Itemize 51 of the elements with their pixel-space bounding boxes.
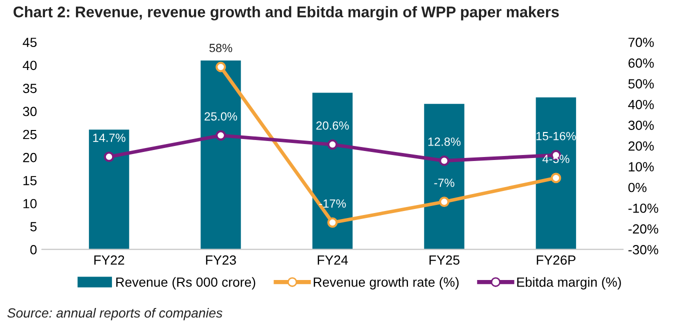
x-tick-label: FY26P <box>536 255 576 265</box>
bar <box>312 92 353 250</box>
data-label: 25.0% <box>204 112 238 121</box>
data-label: 12.8% <box>428 138 461 146</box>
y-tick-label: 0 <box>30 245 37 254</box>
bar <box>424 104 464 250</box>
y-tick-label: 35 <box>22 84 37 94</box>
data-label: 15-16% <box>536 132 576 140</box>
source-note: Source: annual reports of companies <box>7 308 222 320</box>
bar <box>200 60 241 250</box>
y2-tick-label: 40% <box>628 100 654 110</box>
bar <box>88 130 130 250</box>
point <box>439 156 450 166</box>
y2-tick-label: 0% <box>628 182 646 192</box>
x-tick-label: FY24 <box>318 255 348 265</box>
y2-tick-label: -20% <box>628 224 658 234</box>
legend-label: Ebitda margin (%) <box>517 277 621 290</box>
y-tick-label: 10 <box>23 198 37 208</box>
x-tick-label: FY23 <box>206 255 236 265</box>
chart-title: Chart 2: Revenue, revenue growth and Ebitda margin of WPP paper makers <box>14 6 559 20</box>
y-tick-label: 30 <box>22 106 37 116</box>
y2-tick-label: 70% <box>628 38 654 48</box>
y2-tick-label: 30% <box>628 120 654 130</box>
data-label: -7% <box>434 178 454 187</box>
point <box>327 217 338 228</box>
data-label: 58% <box>209 44 232 52</box>
y2-tick-label: 60% <box>628 58 654 68</box>
point <box>216 62 226 72</box>
y-tick-label: 40 <box>22 60 37 70</box>
y2-tick-label: 50% <box>628 79 654 89</box>
y-tick-label: 15 <box>23 176 37 186</box>
x-tick-label: FY22 <box>94 255 124 265</box>
point <box>550 172 562 184</box>
data-label: 14.7% <box>93 134 126 142</box>
y2-tick-label: 10% <box>628 162 654 172</box>
point <box>104 152 114 162</box>
point <box>216 130 226 141</box>
y-tick-label: 45 <box>22 38 37 48</box>
y-tick-label: 25 <box>23 130 37 140</box>
bar <box>536 97 576 250</box>
y2-tick-label: 20% <box>628 141 654 151</box>
legend-label: Revenue growth rate (%) <box>314 277 459 290</box>
y2-tick-label: -30% <box>628 245 658 254</box>
point <box>439 196 450 207</box>
x-tick-label: FY25 <box>430 255 460 265</box>
y-tick-label: 20 <box>23 152 37 162</box>
point <box>327 139 338 150</box>
y2-tick-label: -10% <box>628 204 658 213</box>
data-label: 20.6% <box>316 121 349 130</box>
legend-label: Revenue (Rs 000 crore) <box>116 277 256 290</box>
y-tick-label: 5 <box>30 222 37 232</box>
